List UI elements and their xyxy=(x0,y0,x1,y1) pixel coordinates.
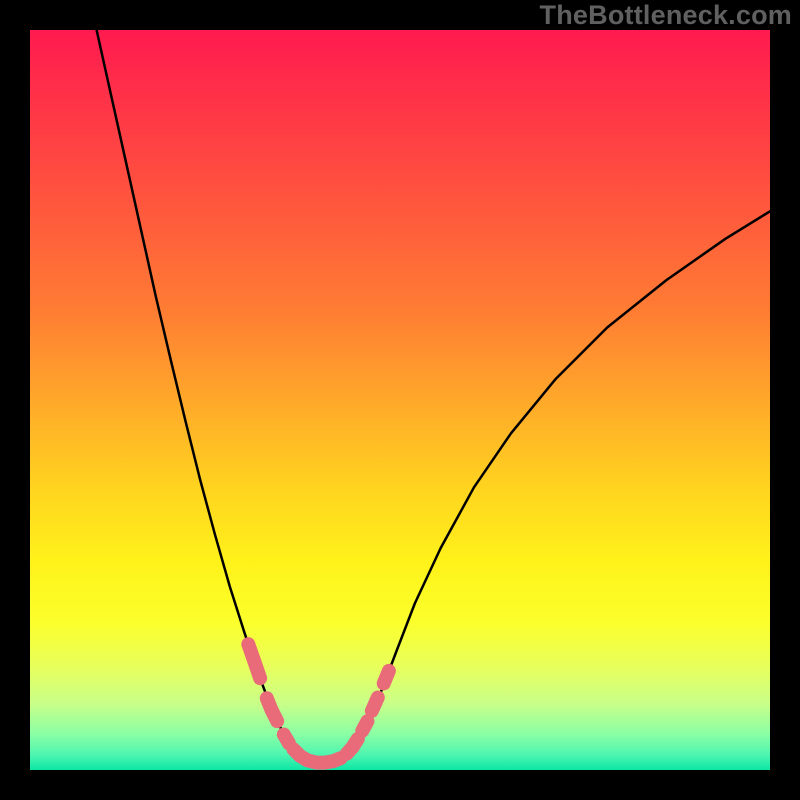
bottleneck-chart xyxy=(0,0,800,800)
watermark-text: TheBottleneck.com xyxy=(540,0,792,31)
chart-root: { "canvas": { "width": 800, "height": 80… xyxy=(0,0,800,800)
